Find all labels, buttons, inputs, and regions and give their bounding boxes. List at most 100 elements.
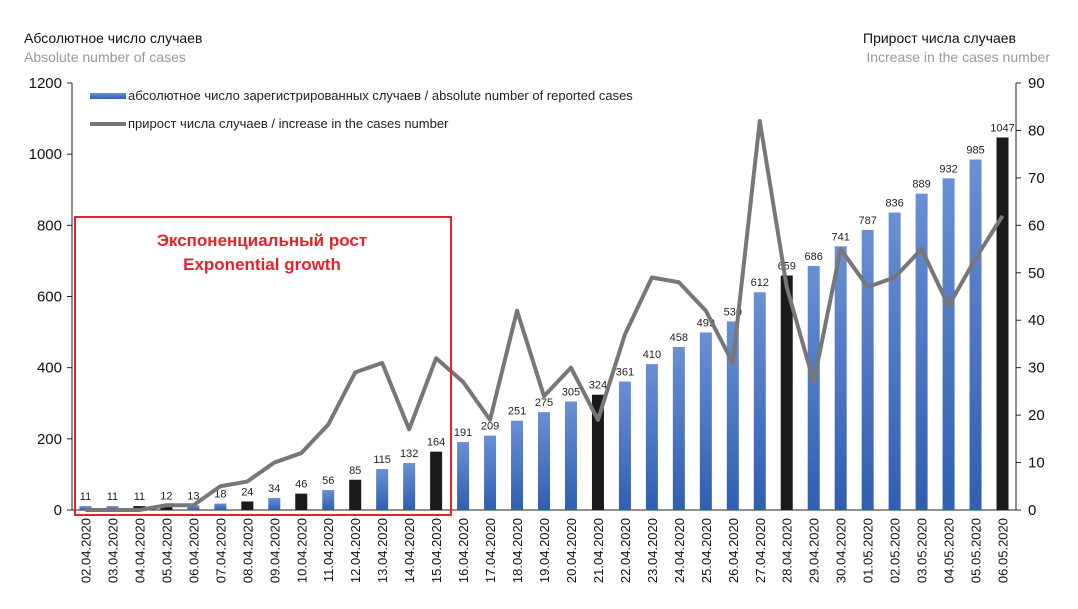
left-tick-label: 600 bbox=[37, 289, 62, 306]
bar bbox=[780, 275, 793, 510]
x-tick-label: 30.04.2020 bbox=[834, 518, 849, 583]
right-tick-label: 20 bbox=[1028, 407, 1045, 424]
bar-value-label: 11 bbox=[134, 491, 145, 503]
bar bbox=[861, 229, 874, 510]
x-tick-label: 18.04.2020 bbox=[510, 518, 525, 583]
bar bbox=[376, 469, 389, 510]
x-tick-label: 22.04.2020 bbox=[618, 518, 633, 583]
bar bbox=[403, 463, 416, 510]
x-tick-label: 02.04.2020 bbox=[78, 518, 93, 583]
x-tick-label: 02.05.2020 bbox=[888, 518, 903, 583]
x-tick-label: 20.04.2020 bbox=[564, 518, 579, 583]
bar bbox=[160, 505, 173, 510]
right-tick-label: 40 bbox=[1028, 312, 1045, 329]
right-tick-label: 10 bbox=[1028, 455, 1045, 472]
bar bbox=[834, 246, 847, 510]
bar bbox=[268, 497, 281, 510]
x-tick-label: 27.04.2020 bbox=[753, 518, 768, 583]
x-tick-label: 04.05.2020 bbox=[942, 518, 957, 583]
x-tick-label: 07.04.2020 bbox=[213, 518, 228, 583]
bar bbox=[214, 503, 227, 510]
bar-value-label: 85 bbox=[349, 465, 361, 477]
bar bbox=[726, 321, 739, 510]
x-tick-label: 04.04.2020 bbox=[132, 518, 147, 583]
bar-value-label: 787 bbox=[858, 215, 876, 227]
left-tick-label: 800 bbox=[37, 217, 62, 234]
bar bbox=[187, 505, 200, 510]
bar-value-label: 13 bbox=[187, 490, 199, 502]
right-axis-title-en: Increase in the cases number bbox=[866, 49, 1050, 65]
left-tick-label: 1200 bbox=[29, 75, 62, 92]
bar-value-label: 612 bbox=[751, 277, 769, 289]
x-tick-label: 16.04.2020 bbox=[456, 518, 471, 583]
right-tick-label: 0 bbox=[1028, 502, 1036, 519]
x-tick-label: 03.04.2020 bbox=[105, 518, 120, 583]
bar-value-label: 24 bbox=[241, 486, 253, 498]
bar bbox=[618, 381, 631, 510]
bar bbox=[753, 292, 766, 510]
right-tick-label: 30 bbox=[1028, 360, 1045, 377]
x-tick-label: 05.04.2020 bbox=[159, 518, 174, 583]
legend-item-line: прирост числа случаев / increase in the … bbox=[90, 116, 448, 131]
bar-value-label: 11 bbox=[80, 491, 91, 503]
x-tick-label: 14.04.2020 bbox=[402, 518, 417, 583]
bar-value-label: 985 bbox=[966, 145, 984, 157]
annotation-ru: Экспоненциальный рост bbox=[156, 231, 368, 250]
right-tick-label: 70 bbox=[1028, 170, 1045, 187]
legend-item-bars: абсолютное число зарегистрированных случ… bbox=[90, 88, 633, 103]
bar-value-label: 889 bbox=[912, 179, 930, 191]
bar bbox=[915, 193, 928, 510]
legend-label-line: прирост числа случаев / increase in the … bbox=[128, 116, 449, 131]
x-tick-label: 03.05.2020 bbox=[915, 518, 930, 583]
x-tick-label: 13.04.2020 bbox=[375, 518, 390, 583]
x-tick-label: 15.04.2020 bbox=[429, 518, 444, 583]
bar bbox=[564, 401, 577, 510]
right-tick-label: 50 bbox=[1028, 265, 1045, 282]
left-axis-title-en: Absolute number of cases bbox=[24, 49, 186, 65]
bar bbox=[484, 435, 497, 510]
left-tick-label: 400 bbox=[37, 360, 62, 377]
bar bbox=[295, 493, 308, 510]
exponential-growth-box bbox=[74, 216, 452, 516]
right-tick-label: 60 bbox=[1028, 217, 1045, 234]
left-tick-label: 1000 bbox=[29, 146, 62, 163]
bar-value-label: 191 bbox=[454, 427, 472, 439]
bar-value-label: 209 bbox=[481, 421, 499, 433]
bar-value-label: 305 bbox=[562, 386, 580, 398]
bar-value-label: 46 bbox=[295, 479, 307, 491]
x-tick-label: 23.04.2020 bbox=[645, 518, 660, 583]
bar-value-label: 34 bbox=[268, 483, 280, 495]
bar-value-label: 324 bbox=[589, 380, 607, 392]
bar bbox=[241, 501, 254, 510]
bar-value-label: 686 bbox=[805, 251, 823, 263]
bar bbox=[672, 347, 685, 510]
legend-swatch-line bbox=[90, 121, 126, 126]
bar-value-label: 115 bbox=[373, 454, 391, 466]
bar bbox=[457, 442, 470, 510]
x-tick-label: 12.04.2020 bbox=[348, 518, 363, 583]
bar bbox=[538, 412, 550, 510]
right-tick-label: 80 bbox=[1028, 122, 1045, 139]
bar bbox=[996, 137, 1009, 510]
x-tick-label: 29.04.2020 bbox=[807, 518, 822, 583]
bar bbox=[807, 265, 820, 510]
x-tick-label: 06.05.2020 bbox=[996, 518, 1011, 583]
x-tick-label: 25.04.2020 bbox=[699, 518, 714, 583]
x-tick-label: 08.04.2020 bbox=[240, 518, 255, 583]
left-tick-label: 200 bbox=[37, 431, 62, 448]
x-tick-label: 28.04.2020 bbox=[780, 518, 795, 583]
bar bbox=[699, 332, 712, 510]
bar-value-label: 18 bbox=[214, 489, 226, 501]
x-tick-label: 01.05.2020 bbox=[861, 518, 876, 583]
bar bbox=[888, 212, 901, 511]
bar-value-label: 659 bbox=[778, 261, 796, 273]
bar-value-label: 56 bbox=[322, 475, 334, 487]
bar-value-label: 275 bbox=[535, 397, 553, 409]
x-tick-label: 19.04.2020 bbox=[537, 518, 552, 583]
bar-value-label: 458 bbox=[670, 332, 688, 344]
x-tick-label: 10.04.2020 bbox=[294, 518, 309, 583]
bar-value-label: 741 bbox=[832, 231, 850, 243]
bar bbox=[430, 451, 443, 510]
